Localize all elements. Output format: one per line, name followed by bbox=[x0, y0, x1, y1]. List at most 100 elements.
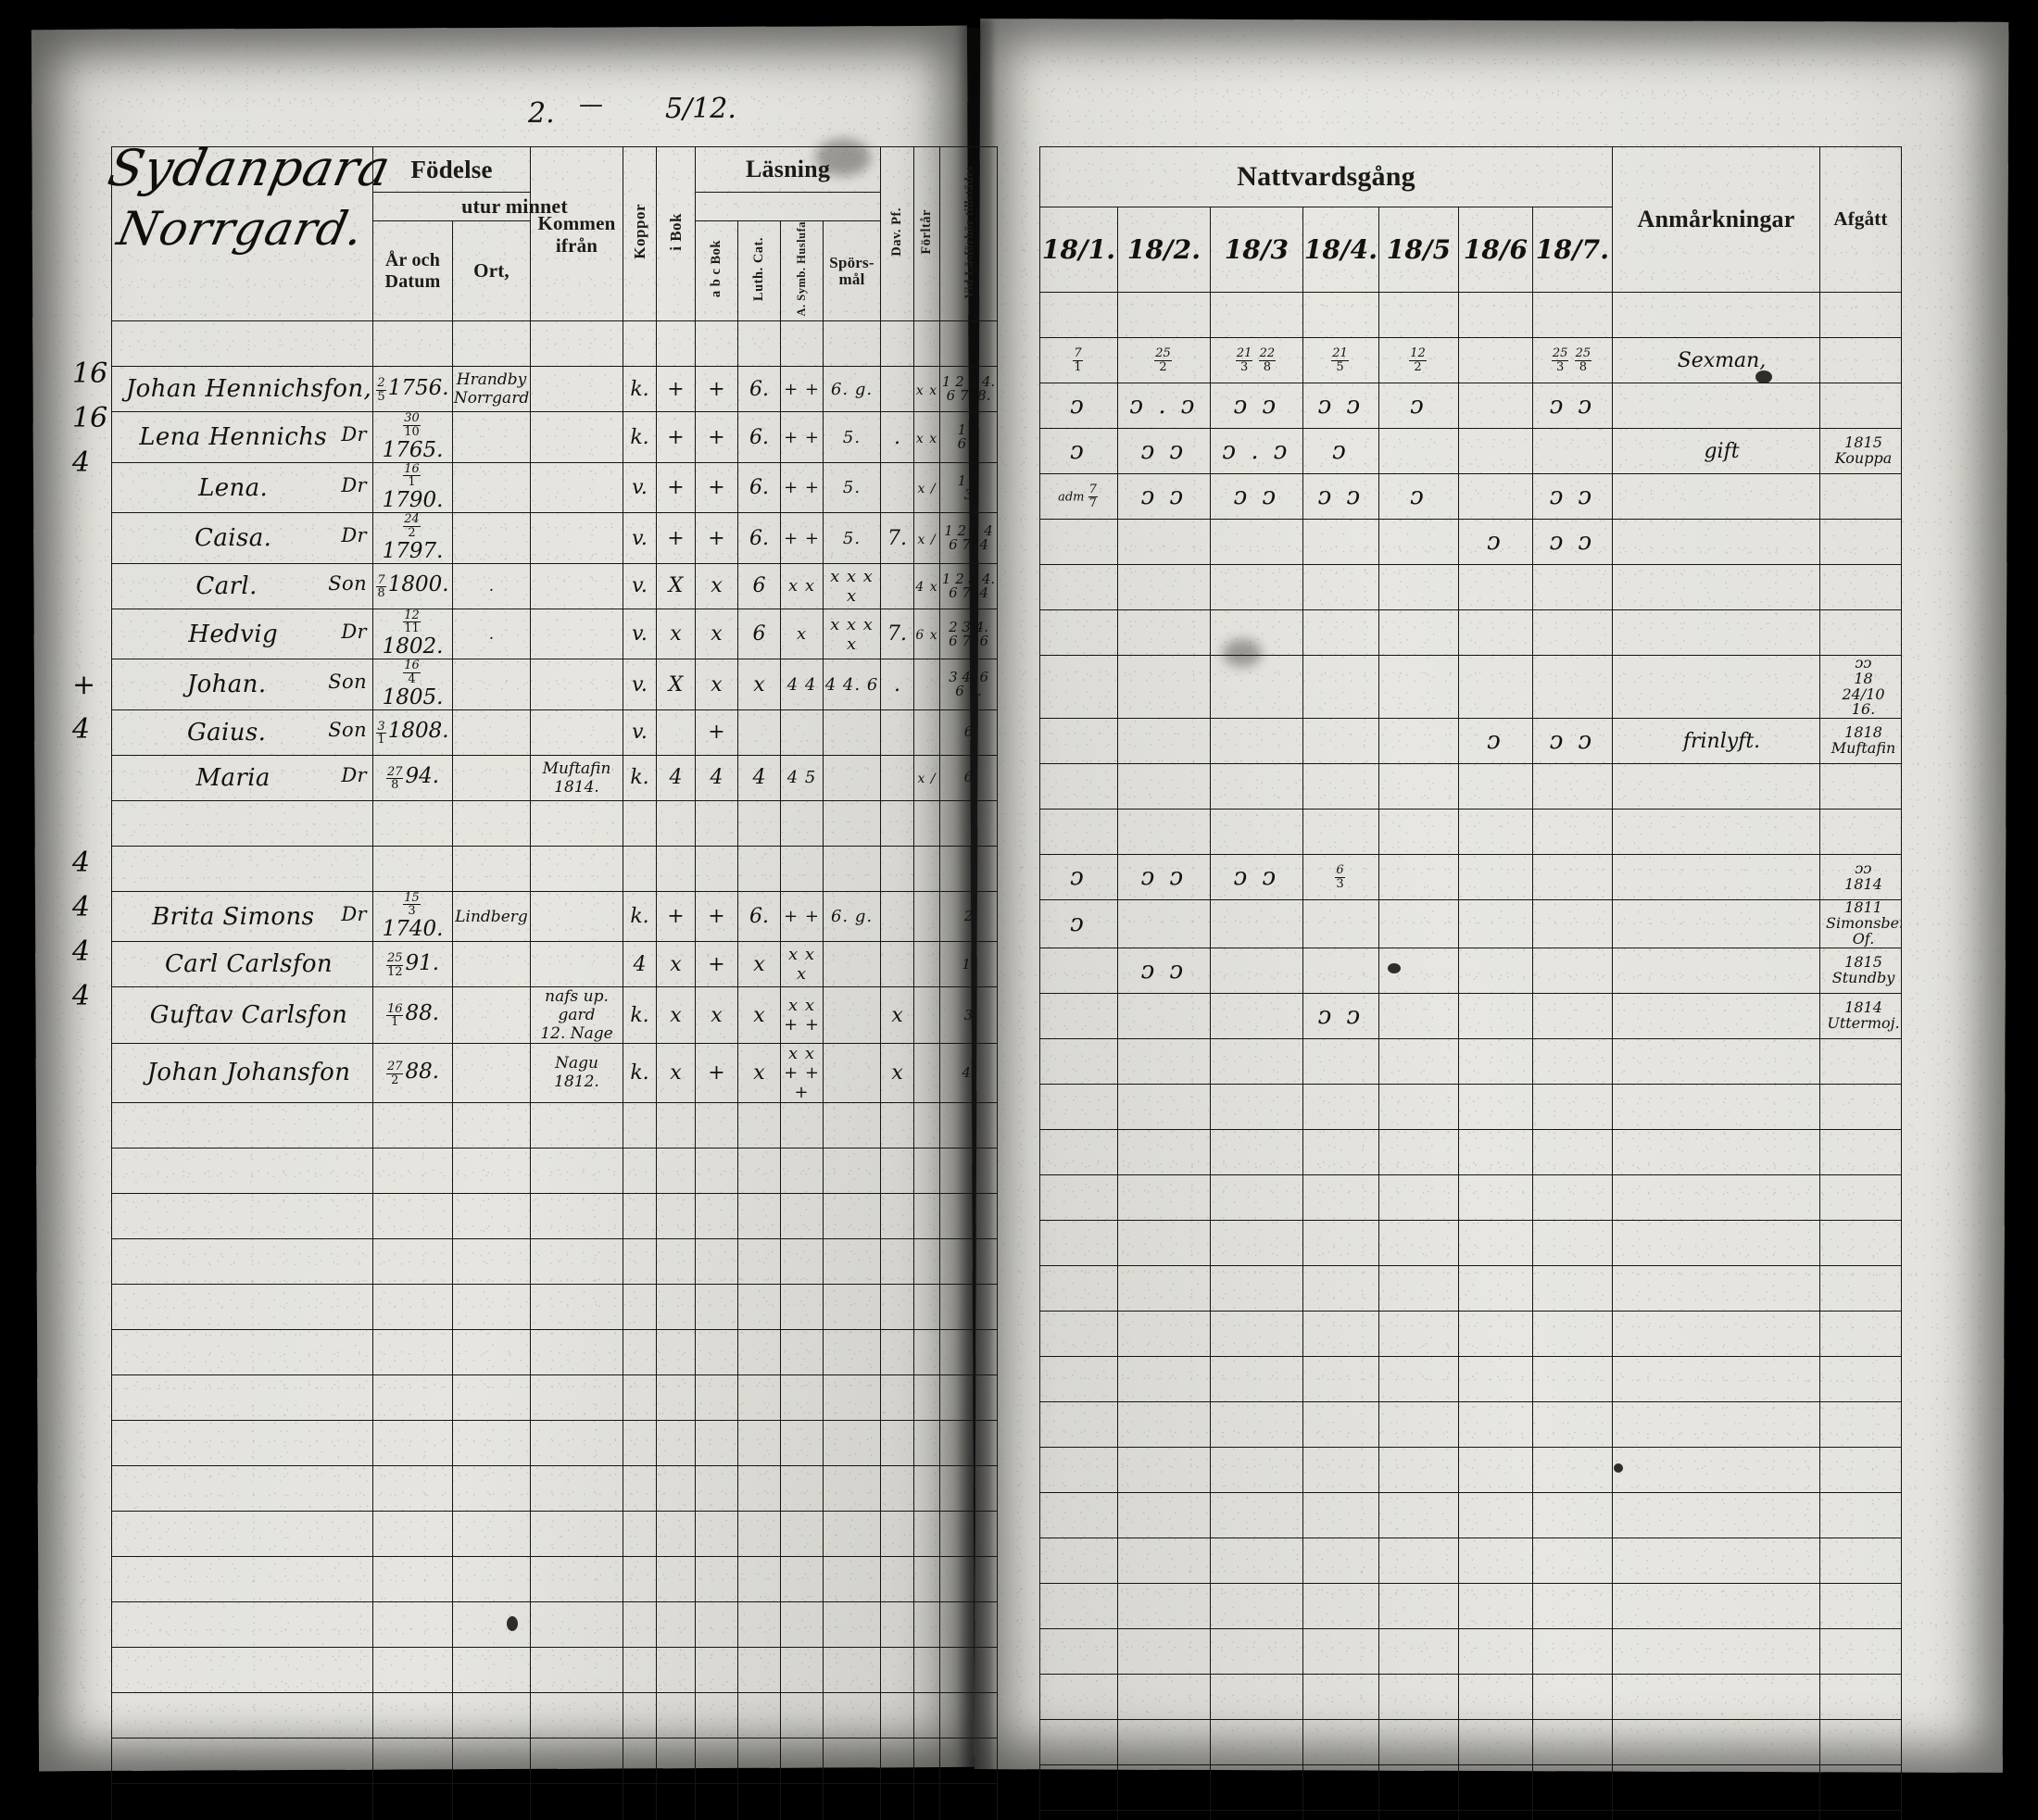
empty-cell bbox=[939, 1192, 999, 1239]
smallpox-cell: v. bbox=[623, 461, 658, 514]
empty-cell bbox=[1117, 1264, 1211, 1312]
communion-cell-5: ᴐ bbox=[1458, 519, 1533, 565]
empty-cell bbox=[695, 1237, 739, 1285]
person-name-cell: Carl Carlsfon bbox=[111, 941, 373, 988]
communion-cell-5 bbox=[1458, 383, 1533, 429]
empty-cell bbox=[372, 1600, 453, 1648]
remarks-cell: gift bbox=[1612, 428, 1821, 474]
empty-cell bbox=[1302, 1718, 1379, 1765]
empty-cell bbox=[372, 1510, 453, 1557]
empty-cell bbox=[111, 1147, 373, 1194]
in-book-cell: + bbox=[656, 890, 697, 943]
empty-cell bbox=[1117, 1582, 1211, 1629]
came-from-cell: nafs up. gard 12. Nage bbox=[530, 986, 624, 1044]
empty-cell bbox=[1302, 1219, 1379, 1266]
blank-row bbox=[1039, 1264, 1903, 1312]
came-from-cell bbox=[530, 608, 624, 660]
remarks-cell bbox=[1612, 654, 1821, 720]
empty-cell bbox=[1378, 1582, 1459, 1629]
smallpox-cell: v. bbox=[623, 608, 658, 660]
empty-cell bbox=[1819, 1446, 1903, 1493]
empty-cell bbox=[1210, 809, 1303, 856]
empty-cell bbox=[1039, 1446, 1118, 1493]
empty-cell bbox=[1531, 1491, 1614, 1538]
in-book-cell: 4 bbox=[656, 754, 697, 801]
empty-cell bbox=[695, 1510, 739, 1557]
in-book-cell: + bbox=[656, 461, 697, 514]
person-name: Carl. bbox=[195, 571, 258, 600]
communion-cell-1: ᴐ ᴐ bbox=[1117, 473, 1211, 520]
a-symb-cell: x x + + bbox=[780, 986, 824, 1044]
empty-cell bbox=[1302, 1537, 1379, 1584]
empty-cell bbox=[1302, 1400, 1379, 1448]
birth-place-cell: . bbox=[451, 608, 532, 660]
birth-place-cell bbox=[451, 986, 532, 1044]
empty-cell bbox=[1531, 1128, 1614, 1175]
empty-cell bbox=[780, 1101, 824, 1148]
dav-pf-cell: x bbox=[880, 986, 915, 1044]
empty-cell bbox=[1210, 1310, 1303, 1357]
communion-cell-2: ᴐ ᴐ bbox=[1210, 383, 1303, 429]
empty-cell bbox=[1458, 1446, 1533, 1493]
person-name: Lena. bbox=[198, 473, 269, 502]
empty-cell bbox=[1819, 1400, 1903, 1448]
birth-date-cell: 15 3 1740. bbox=[372, 890, 453, 943]
in-book-cell: + bbox=[656, 512, 697, 564]
empty-cell bbox=[913, 1283, 941, 1330]
birth-place-cell bbox=[451, 411, 532, 463]
empty-cell bbox=[695, 799, 739, 847]
empty-cell bbox=[1458, 1083, 1533, 1130]
blank-row bbox=[111, 1147, 999, 1194]
empty-cell bbox=[656, 1237, 697, 1285]
in-book-cell: + bbox=[656, 411, 697, 463]
a-symb-cell: + + bbox=[780, 366, 824, 413]
right-header-row-1: Nattvardsgång Anmårkningar Afgått bbox=[1038, 146, 1903, 293]
birth-place-cell bbox=[451, 512, 532, 564]
smallpox-cell: v. bbox=[623, 562, 658, 609]
forstar-cell: 6 x bbox=[913, 608, 941, 660]
in-book-cell: X bbox=[656, 562, 697, 609]
empty-cell bbox=[880, 1646, 915, 1693]
abc-book-cell: + bbox=[695, 366, 739, 413]
communion-cell-6: ᴐ ᴐ bbox=[1531, 383, 1614, 429]
luth-cat-cell: x bbox=[737, 1042, 782, 1103]
luth-cat-cell: 6. bbox=[737, 890, 782, 943]
dav-pf-cell: . bbox=[880, 659, 915, 710]
empty-cell bbox=[913, 1328, 941, 1375]
blank-row bbox=[1039, 1673, 1903, 1720]
empty-cell bbox=[695, 1782, 739, 1820]
empty-cell bbox=[530, 1737, 624, 1784]
empty-cell bbox=[530, 1283, 624, 1330]
empty-cell bbox=[451, 1374, 532, 1421]
empty-cell bbox=[1117, 1446, 1211, 1493]
empty-cell bbox=[737, 1510, 782, 1557]
table-row: ᴐᴐ 18 24/10 16. bbox=[1039, 654, 1903, 720]
empty-cell bbox=[913, 1237, 941, 1285]
header-smallpox: Koppor bbox=[623, 145, 658, 322]
questions-cell: x x x x bbox=[823, 562, 882, 609]
header-reading-group: Läsning bbox=[695, 146, 882, 193]
empty-cell bbox=[780, 1737, 824, 1784]
birth-date-cell: 3 1 1808. bbox=[372, 709, 453, 756]
smallpox-cell: k. bbox=[623, 1042, 658, 1103]
header-questions-label: Spörs- mål bbox=[829, 253, 874, 288]
empty-cell bbox=[823, 1192, 882, 1239]
empty-cell bbox=[1819, 1491, 1903, 1538]
empty-cell bbox=[695, 1646, 739, 1693]
empty-cell bbox=[1378, 1083, 1459, 1130]
empty-cell bbox=[1819, 1582, 1903, 1629]
communion-cell-3: ᴐ ᴐ bbox=[1302, 992, 1379, 1039]
empty-cell bbox=[372, 1237, 453, 1285]
header-in-book: i Bok bbox=[656, 145, 697, 322]
empty-cell bbox=[939, 1600, 999, 1648]
blank-row bbox=[111, 1737, 999, 1784]
empty-cell bbox=[695, 1328, 739, 1375]
empty-cell bbox=[1039, 1491, 1118, 1538]
communion-cell-3 bbox=[1302, 718, 1379, 765]
empty-cell bbox=[372, 1464, 453, 1512]
header-year-1812: 18/2. bbox=[1117, 207, 1211, 293]
empty-cell bbox=[913, 1147, 941, 1194]
empty-cell bbox=[451, 1283, 532, 1330]
dav-pf-cell: . bbox=[880, 411, 915, 463]
